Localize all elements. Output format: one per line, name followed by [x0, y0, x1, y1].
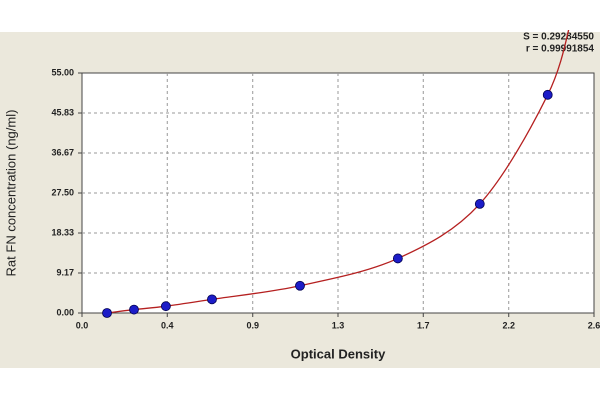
fit-curve: [106, 30, 570, 314]
y-tick-label: 36.67: [51, 147, 74, 157]
y-tick-label: 27.50: [51, 187, 74, 197]
data-point: [392, 253, 403, 264]
x-tick-label: 2.2: [502, 320, 515, 330]
y-tick-label: 9.17: [56, 267, 74, 277]
y-tick-label: 55.00: [51, 67, 74, 77]
x-tick-label: 0.9: [246, 320, 259, 330]
x-axis-label: Optical Density: [291, 346, 386, 361]
data-point: [295, 280, 305, 291]
y-tick-label: 18.33: [51, 227, 74, 237]
x-tick-label: 1.3: [332, 320, 345, 330]
annotation: r = 0.99991854: [526, 44, 595, 55]
x-tick-label: 2.6: [588, 320, 600, 330]
y-tick-label: 45.83: [51, 107, 74, 117]
data-point: [102, 308, 112, 318]
data-point: [160, 301, 171, 312]
data-point: [207, 294, 217, 305]
x-tick-label: 0.4: [161, 320, 174, 330]
annotation: S = 0.29284550: [523, 32, 594, 43]
data-point: [474, 199, 485, 209]
y-axis-label: Rat FN concentration (ng/ml): [3, 110, 18, 277]
data-point: [542, 89, 553, 100]
x-tick-label: 1.7: [417, 320, 430, 330]
x-tick-label: 0.0: [76, 320, 89, 330]
data-point: [129, 304, 139, 315]
y-tick-label: 0.00: [56, 307, 74, 317]
